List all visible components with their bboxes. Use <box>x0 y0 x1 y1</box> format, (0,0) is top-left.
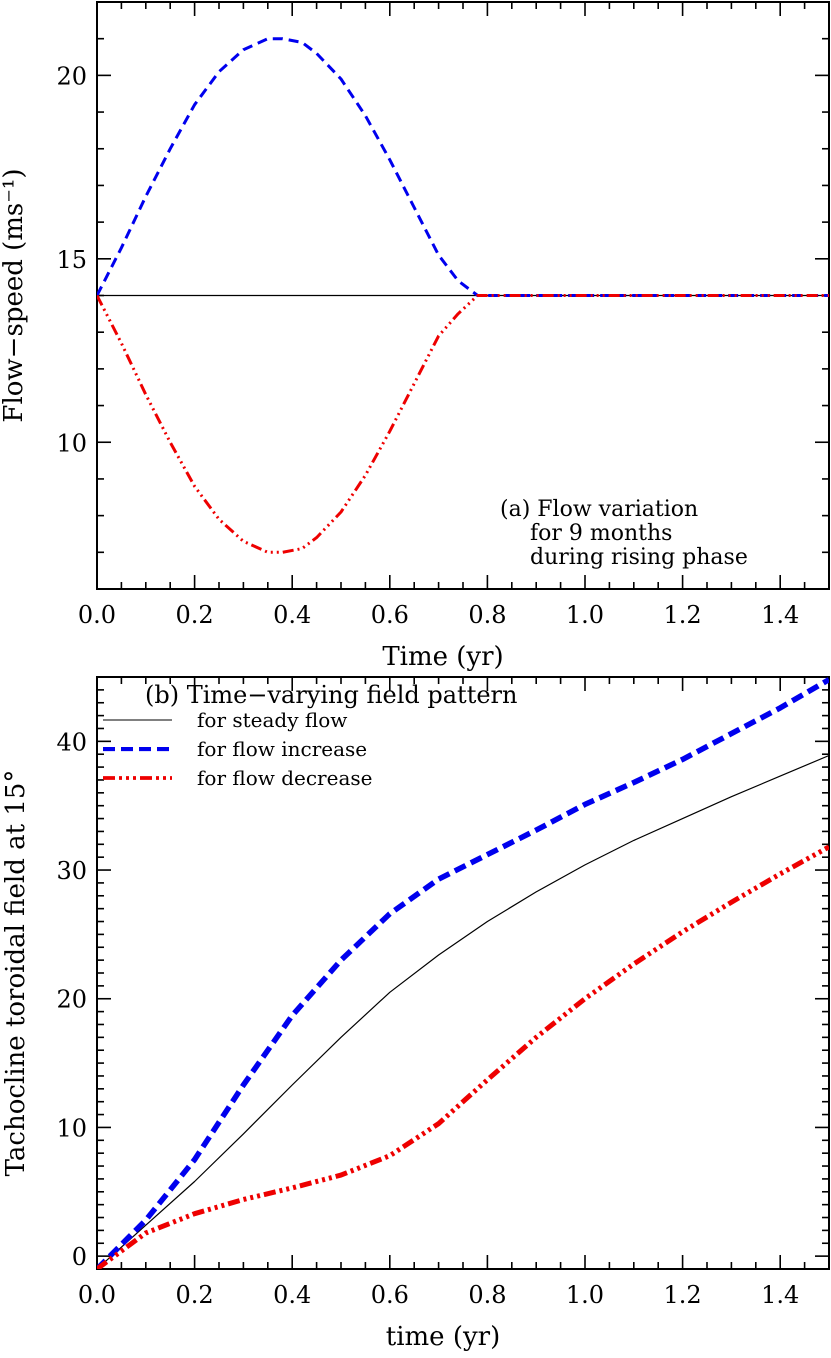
x-tick-label: 1.0 <box>566 601 604 629</box>
legend-title: (b) Time−varying field pattern <box>145 681 517 709</box>
legend-label: for flow decrease <box>197 766 372 790</box>
panel-a-flow-speed: 0.0 0.2 0.4 0.6 0.8 1.0 1.2 1.4 10 15 20 Time (yr) F… <box>0 1 830 672</box>
y-tick-label: 40 <box>56 728 87 756</box>
x-tick-label: 1.2 <box>664 601 702 629</box>
panel-b-toroidal-field: 0.0 0.2 0.4 0.6 0.8 1.0 1.2 1.4 0 10 20 30 40 time (y… <box>1 676 830 1352</box>
y-tick-label: 15 <box>56 246 87 274</box>
y-tick-label: 30 <box>56 857 87 885</box>
series-line-dash-dot <box>97 844 829 1269</box>
y-axis-label: Tachocline toroidal field at 15° <box>1 770 31 1177</box>
y-tick-label: 0 <box>72 1243 87 1271</box>
x-tick-label: 0.8 <box>468 1281 506 1309</box>
legend-label: for flow increase <box>197 737 367 761</box>
x-axis-label: time (yr) <box>386 1322 500 1352</box>
series-line-dashed <box>97 677 829 1269</box>
x-tick-label: 0.0 <box>78 601 116 629</box>
annotation-line: during rising phase <box>530 545 748 570</box>
x-axis-label: Time (yr) <box>382 642 503 672</box>
x-tick-label: 1.0 <box>566 1281 604 1309</box>
y-tick-label: 10 <box>56 429 87 457</box>
x-tick-label: 1.4 <box>761 601 799 629</box>
x-tick-label: 0.0 <box>78 1281 116 1309</box>
x-tick-label: 0.4 <box>273 1281 311 1309</box>
series-line-dash-dot <box>97 294 829 554</box>
x-tick-label: 0.2 <box>176 1281 214 1309</box>
x-tick-label: 0.8 <box>468 601 506 629</box>
x-tick-label: 0.6 <box>371 1281 409 1309</box>
x-tick-label: 1.4 <box>761 1281 799 1309</box>
y-tick-label: 20 <box>56 986 87 1014</box>
legend-label: for steady flow <box>197 708 347 732</box>
series-line-solid <box>97 754 829 1269</box>
annotation-line: for 9 months <box>530 521 672 546</box>
annotation-line: (a) Flow variation <box>500 497 698 522</box>
x-tick-label: 0.6 <box>371 601 409 629</box>
y-tick-label: 10 <box>56 1114 87 1142</box>
x-tick-label: 1.2 <box>664 1281 702 1309</box>
x-tick-label: 0.2 <box>176 601 214 629</box>
series-line-dashed <box>97 37 829 297</box>
x-tick-label: 0.4 <box>273 601 311 629</box>
y-tick-label: 20 <box>56 62 87 90</box>
y-axis-label: Flow−speed (ms⁻¹) <box>0 168 29 422</box>
